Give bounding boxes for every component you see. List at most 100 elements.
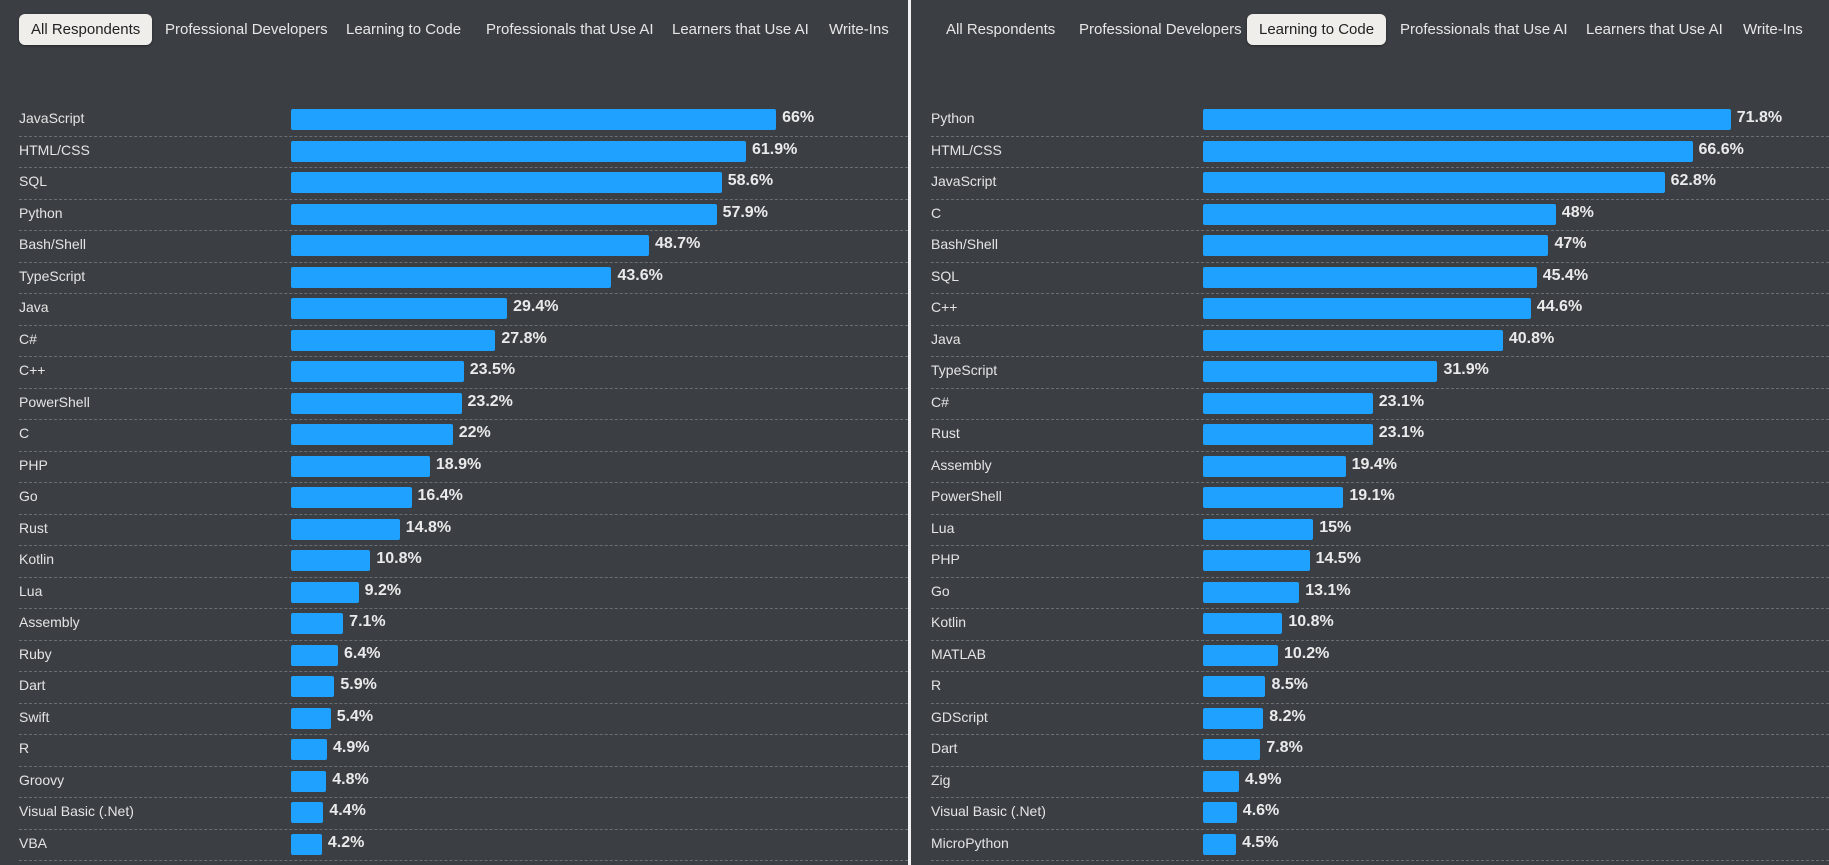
- bar: [291, 361, 464, 382]
- bar: [291, 140, 746, 162]
- bar: [291, 802, 324, 823]
- bar-row: JavaScript 66%: [19, 105, 908, 137]
- bar-row: MATLAB 10.2%: [931, 641, 1829, 672]
- bar-row: Java 40.8%: [931, 326, 1829, 357]
- tab-learning-to-code[interactable]: Learning to Code: [1247, 14, 1387, 45]
- bar-row: Bash/Shell 48.7%: [19, 231, 908, 263]
- category-label: JavaScript: [19, 110, 85, 126]
- tab-all-respondents[interactable]: All Respondents: [19, 14, 153, 45]
- category-label: Dart: [931, 740, 958, 756]
- value-label: 61.9%: [751, 140, 798, 158]
- bar-row: Java 29.4%: [19, 294, 908, 326]
- bar-row: C 48%: [931, 200, 1829, 231]
- bar: [1203, 140, 1693, 162]
- bar-row: C++ 44.6%: [931, 294, 1829, 326]
- value-label: 19.1%: [1349, 487, 1395, 504]
- bar: [291, 644, 339, 666]
- bar-row: Python 71.8%: [931, 105, 1829, 137]
- value-label: 6.4%: [344, 644, 381, 662]
- value-label: 48%: [1561, 203, 1594, 221]
- bar-row: Swift 5.4%: [19, 704, 908, 735]
- bar: [291, 739, 327, 760]
- value-label: 58.6%: [727, 172, 774, 189]
- value-label: 66.6%: [1698, 140, 1744, 158]
- tab-professionals-ai[interactable]: Professionals that Use AI: [486, 21, 654, 38]
- category-label: C++: [19, 362, 46, 378]
- tab-write-ins[interactable]: Write-Ins: [1743, 21, 1803, 38]
- bar-row: Lua 9.2%: [19, 578, 908, 609]
- bar: [1203, 770, 1239, 792]
- bar: [291, 770, 327, 792]
- right-panel: All Respondents Professional Developers …: [912, 0, 1829, 865]
- category-label: MicroPython: [931, 834, 1009, 851]
- value-label: 47%: [1554, 235, 1587, 252]
- value-label: 23.1%: [1378, 392, 1425, 410]
- left-panel: All Respondents Professional Developers …: [0, 0, 908, 865]
- category-label: Kotlin: [931, 614, 967, 630]
- bar-row: TypeScript 43.6%: [19, 263, 908, 294]
- category-label: VBA: [19, 834, 48, 851]
- bar: [1203, 487, 1344, 508]
- bar-row: Visual Basic (.Net) 4.4%: [19, 798, 908, 830]
- bar-row: Ruby 6.4%: [19, 641, 908, 672]
- value-label: 18.9%: [435, 455, 482, 473]
- tab-professionals-ai[interactable]: Professionals that Use AI: [1400, 21, 1568, 38]
- category-label: JavaScript: [931, 173, 997, 189]
- tab-professional-developers[interactable]: Professional Developers: [1079, 21, 1242, 38]
- value-label: 10.8%: [1288, 613, 1334, 630]
- category-label: PHP: [931, 551, 960, 567]
- value-label: 23.1%: [1378, 424, 1425, 441]
- category-label: Dart: [19, 677, 46, 693]
- bar-row: Go 13.1%: [931, 578, 1829, 609]
- bar-row: MicroPython 4.5%: [931, 830, 1829, 861]
- category-label: Assembly: [931, 456, 992, 473]
- tab-professional-developers[interactable]: Professional Developers: [165, 21, 328, 38]
- bar-row: GDScript 8.2%: [931, 704, 1829, 735]
- bar: [291, 392, 462, 414]
- bar-row: Bash/Shell 47%: [931, 231, 1829, 263]
- bar-row: VBA 4.2%: [19, 830, 908, 861]
- category-label: Kotlin: [19, 551, 55, 567]
- bar: [291, 455, 430, 477]
- bar: [291, 550, 371, 571]
- category-label: TypeScript: [19, 267, 86, 284]
- tab-learners-ai[interactable]: Learners that Use AI: [1586, 21, 1723, 38]
- tab-all-respondents[interactable]: All Respondents: [946, 21, 1056, 38]
- bar-row: PHP 14.5%: [931, 546, 1829, 578]
- value-label: 57.9%: [722, 203, 768, 221]
- category-label: PowerShell: [19, 393, 90, 410]
- value-label: 14.8%: [405, 518, 452, 536]
- category-label: Java: [19, 299, 49, 315]
- bar-row: Kotlin 10.8%: [19, 546, 908, 578]
- bar-row: R 8.5%: [931, 672, 1829, 704]
- bar-row: Groovy 4.8%: [19, 767, 908, 798]
- bar: [291, 581, 359, 603]
- value-label: 22%: [458, 424, 491, 441]
- value-label: 5.4%: [336, 707, 374, 725]
- category-label: Swift: [19, 708, 50, 725]
- tab-learners-ai[interactable]: Learners that Use AI: [672, 21, 809, 38]
- category-label: TypeScript: [931, 362, 998, 378]
- tab-write-ins[interactable]: Write-Ins: [829, 21, 889, 38]
- tab-learning-to-code[interactable]: Learning to Code: [346, 21, 462, 38]
- bar-row: TypeScript 31.9%: [931, 357, 1829, 389]
- bar-row: JavaScript 62.8%: [931, 168, 1829, 200]
- category-label: Python: [931, 110, 975, 126]
- value-label: 15%: [1319, 518, 1352, 536]
- category-label: Java: [931, 330, 961, 347]
- bar: [1203, 739, 1261, 760]
- category-label: Ruby: [19, 645, 52, 662]
- category-label: Rust: [931, 425, 960, 441]
- value-label: 8.5%: [1271, 676, 1308, 693]
- bar-row: Zig 4.9%: [931, 767, 1829, 798]
- bar: [291, 298, 508, 319]
- category-label: Rust: [19, 519, 48, 536]
- value-label: 16.4%: [417, 487, 463, 504]
- category-label: Python: [19, 204, 63, 221]
- category-label: Assembly: [19, 614, 80, 630]
- category-label: C: [931, 204, 942, 221]
- value-label: 4.5%: [1242, 833, 1279, 851]
- category-label: PowerShell: [931, 488, 1002, 504]
- category-label: SQL: [931, 267, 960, 284]
- bar: [1203, 424, 1373, 445]
